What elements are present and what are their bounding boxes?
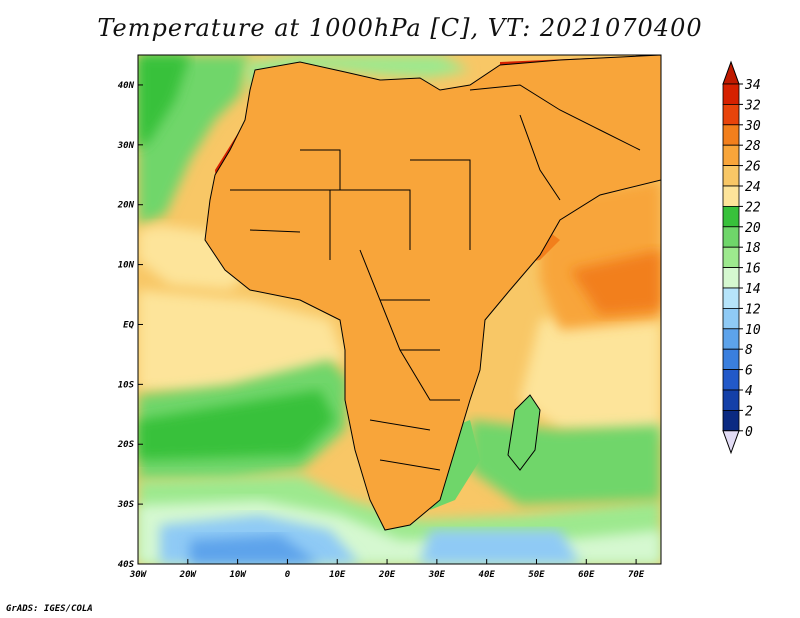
colorbar-level-label: 4 bbox=[745, 384, 753, 399]
colorbar-bottom-arrow bbox=[722, 430, 740, 455]
colorbar-swatch bbox=[722, 104, 740, 126]
latitude-axis: 40N 30N 20N 10N EQ 10S 20S 30S 40S bbox=[117, 81, 143, 570]
colorbar-level-label: 16 bbox=[745, 262, 761, 277]
lat-tick-label: 20S bbox=[117, 440, 135, 450]
lat-tick-label: 40S bbox=[118, 560, 135, 570]
colorbar-level-label: 20 bbox=[745, 221, 761, 236]
colorbar-swatch bbox=[722, 144, 740, 166]
plot-frame bbox=[137, 54, 662, 565]
lon-tick-label: 50E bbox=[528, 570, 545, 580]
colorbar-swatch bbox=[722, 287, 740, 309]
colorbar-level-label: 22 bbox=[745, 200, 761, 215]
coastlines bbox=[204, 55, 661, 531]
colorbar-swatch bbox=[722, 185, 740, 207]
colorbar-swatch bbox=[722, 124, 740, 146]
colorbar-level-label: 32 bbox=[744, 98, 761, 113]
lon-tick-label: 20E bbox=[378, 570, 396, 580]
lon-tick-label: 20W bbox=[179, 570, 198, 580]
colorbar-swatch bbox=[722, 328, 740, 350]
colorbar-level-label: 30 bbox=[744, 119, 761, 134]
colorbar-swatch bbox=[722, 267, 740, 289]
colorbar-level-label: 26 bbox=[745, 160, 761, 175]
map-title: Temperature at 1000hPa [C], VT: 20210704… bbox=[97, 14, 703, 42]
lat-tick-label: EQ bbox=[123, 320, 134, 330]
colorbar-swatch bbox=[722, 205, 740, 228]
lat-tick-label: 10S bbox=[118, 380, 135, 390]
colorbar-swatch bbox=[722, 369, 740, 391]
colorbar-swatch bbox=[722, 307, 740, 330]
colorbar-level-label: 0 bbox=[745, 425, 753, 440]
colorbar-swatch bbox=[722, 83, 740, 105]
colorbar-level-label: 8 bbox=[745, 343, 753, 358]
lon-tick-label: 60E bbox=[578, 570, 595, 580]
lon-tick-label: 0 bbox=[285, 570, 291, 580]
lat-tick-label: 30S bbox=[117, 500, 135, 510]
colorbar-swatch bbox=[722, 165, 740, 187]
credit-label: GrADS: IGES/COLA bbox=[6, 604, 93, 614]
colorbar-swatch bbox=[722, 226, 740, 248]
colorbar-level-label: 14 bbox=[745, 282, 761, 297]
colorbar-level-label: 10 bbox=[745, 323, 761, 338]
longitude-axis: 30W 20W 10W 0 10E 20E 30E 40E 50E 60E 70E bbox=[129, 559, 645, 580]
colorbar-level-label: 28 bbox=[745, 139, 761, 154]
lon-tick-label: 30W bbox=[129, 570, 148, 580]
colorbar-swatch bbox=[722, 409, 740, 432]
colorbar-level-label: 2 bbox=[745, 404, 753, 419]
lat-tick-label: 30N bbox=[117, 141, 135, 151]
lat-tick-label: 40N bbox=[118, 81, 135, 91]
lon-tick-label: 40E bbox=[479, 570, 496, 580]
lat-tick-label: 10N bbox=[118, 261, 135, 271]
lon-tick-label: 10E bbox=[329, 570, 346, 580]
colorbar-swatch bbox=[722, 389, 740, 411]
lon-tick-label: 10W bbox=[229, 570, 247, 580]
colorbar-level-label: 12 bbox=[745, 302, 761, 317]
colorbar-swatch bbox=[722, 246, 740, 268]
colorbar-level-label: 24 bbox=[745, 180, 761, 195]
lat-tick-label: 20N bbox=[117, 201, 135, 211]
lon-tick-label: 70E bbox=[628, 570, 645, 580]
lon-tick-label: 30E bbox=[428, 570, 446, 580]
colorbar-level-label: 6 bbox=[745, 364, 753, 379]
colorbar-swatch bbox=[722, 348, 740, 371]
colorbar-level-label: 18 bbox=[745, 241, 761, 256]
colorbar-level-label: 34 bbox=[744, 78, 761, 93]
colorbar-top-arrow bbox=[722, 60, 740, 85]
